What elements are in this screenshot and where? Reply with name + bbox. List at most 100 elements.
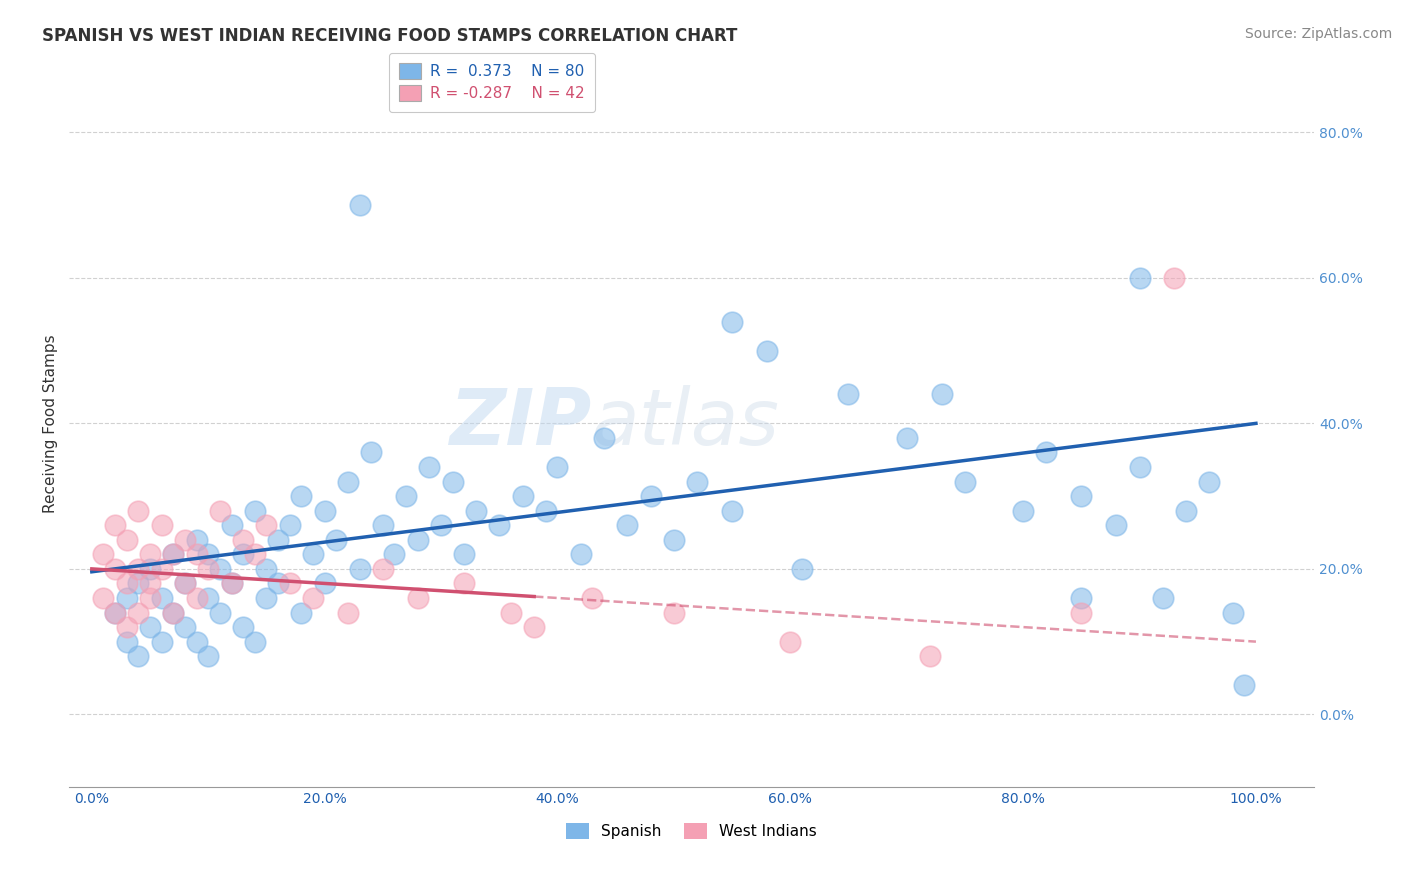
Point [384,547,406,561]
Point [197,591,219,605]
Point [186,547,208,561]
Point [465,504,488,518]
Point [1070,606,1092,620]
Point [254,518,277,533]
Point [115,591,138,605]
Point [139,562,162,576]
Point [430,518,453,533]
Point [104,606,127,620]
Point [139,547,162,561]
Point [349,198,371,212]
Point [896,431,918,445]
Point [150,634,173,648]
Point [174,576,197,591]
Point [290,606,312,620]
Point [441,475,464,489]
Legend: Spanish, West Indians: Spanish, West Indians [560,817,823,845]
Point [127,576,149,591]
Point [115,533,138,547]
Point [918,649,941,664]
Point [1222,606,1244,620]
Text: atlas: atlas [592,385,779,461]
Y-axis label: Receiving Food Stamps: Receiving Food Stamps [44,334,58,513]
Point [254,562,277,576]
Point [593,431,616,445]
Point [662,606,685,620]
Point [406,591,429,605]
Point [139,591,162,605]
Point [162,547,184,561]
Point [208,606,231,620]
Point [186,591,208,605]
Point [127,562,149,576]
Point [336,475,359,489]
Point [278,518,301,533]
Point [499,606,522,620]
Point [104,518,127,533]
Point [349,562,371,576]
Point [721,504,744,518]
Point [162,606,184,620]
Point [779,634,801,648]
Point [115,620,138,634]
Point [208,504,231,518]
Point [174,533,197,547]
Point [371,518,394,533]
Point [1163,271,1185,285]
Point [1198,475,1220,489]
Point [186,533,208,547]
Point [278,576,301,591]
Point [488,518,510,533]
Point [221,518,243,533]
Point [302,591,325,605]
Point [418,460,440,475]
Point [581,591,603,605]
Point [150,562,173,576]
Point [150,591,173,605]
Point [395,489,418,503]
Point [1128,271,1150,285]
Point [243,547,266,561]
Point [790,562,813,576]
Point [221,576,243,591]
Point [232,547,254,561]
Point [534,504,557,518]
Point [662,533,685,547]
Point [1175,504,1198,518]
Point [371,562,394,576]
Point [254,591,277,605]
Point [512,489,534,503]
Point [1105,518,1128,533]
Point [721,314,744,328]
Point [93,547,115,561]
Point [302,547,325,561]
Point [267,576,290,591]
Point [162,547,184,561]
Point [174,576,197,591]
Point [221,576,243,591]
Point [640,489,662,503]
Point [1152,591,1174,605]
Point [127,606,149,620]
Point [115,634,138,648]
Point [325,533,347,547]
Text: ZIP: ZIP [450,385,592,461]
Point [314,576,336,591]
Point [756,343,779,358]
Point [243,634,266,648]
Point [127,649,149,664]
Point [1035,445,1057,459]
Point [837,387,859,401]
Point [1070,591,1092,605]
Point [953,475,976,489]
Point [115,576,138,591]
Point [1128,460,1150,475]
Point [1070,489,1092,503]
Point [453,547,475,561]
Point [232,620,254,634]
Point [139,576,162,591]
Point [267,533,290,547]
Point [174,620,197,634]
Point [186,634,208,648]
Point [686,475,709,489]
